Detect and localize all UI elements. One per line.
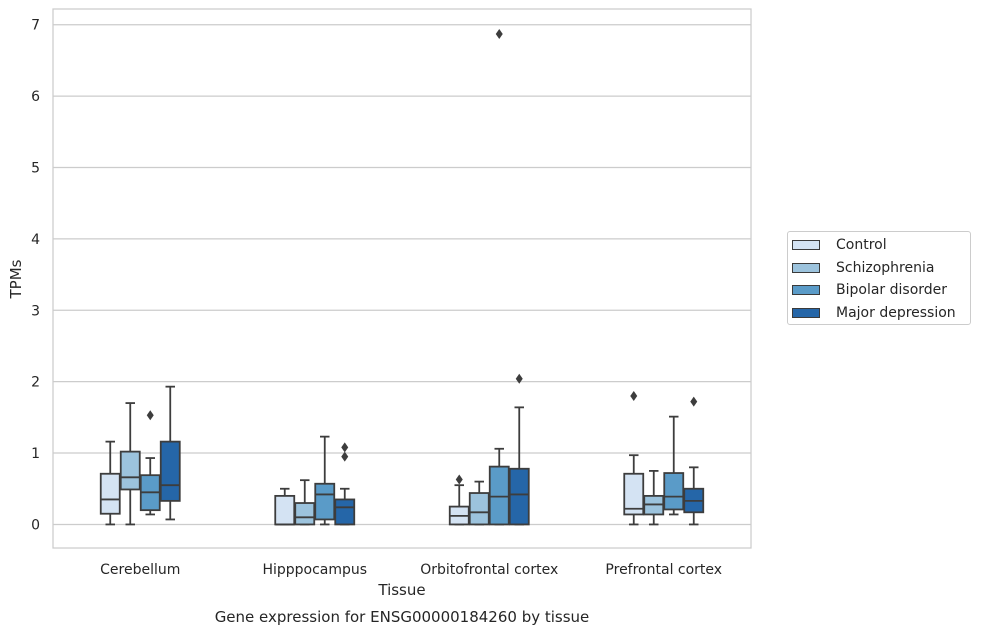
legend-swatch xyxy=(792,307,820,318)
x-tick-label: Cerebellum xyxy=(100,562,180,578)
y-tick-label: 6 xyxy=(31,89,40,105)
legend-swatch xyxy=(792,285,820,295)
box xyxy=(99,472,121,515)
box-group xyxy=(159,385,181,521)
box xyxy=(119,450,141,491)
outlier-point xyxy=(630,390,638,401)
box xyxy=(623,472,645,516)
legend-item: Major depression xyxy=(792,303,956,323)
legend-item: Control xyxy=(792,235,887,255)
legend-label: Major depression xyxy=(836,304,956,321)
outlier-point xyxy=(146,410,154,421)
box xyxy=(663,472,685,511)
y-tick-label: 7 xyxy=(31,18,40,34)
legend-label: Bipolar disorder xyxy=(836,282,948,298)
outlier-point xyxy=(690,396,698,407)
box-group xyxy=(508,373,530,526)
box xyxy=(508,467,530,526)
box-group xyxy=(99,440,121,526)
y-tick-label: 4 xyxy=(31,232,40,248)
box xyxy=(314,482,336,521)
legend-item: Schizophrenia xyxy=(792,258,934,278)
outlier-point xyxy=(341,451,349,462)
y-tick-label: 5 xyxy=(31,160,40,176)
box-group xyxy=(663,415,685,516)
legend-swatch xyxy=(792,262,820,273)
box-group xyxy=(643,469,665,526)
y-tick-label: 1 xyxy=(31,446,40,462)
x-tick-label: Hipppocampus xyxy=(262,562,367,578)
box xyxy=(159,440,181,502)
y-tick-label: 0 xyxy=(31,517,40,533)
x-axis-label: Tissue xyxy=(377,581,425,599)
box-group xyxy=(448,474,470,526)
box-group xyxy=(294,479,316,526)
y-axis-label: TPMs xyxy=(7,259,25,299)
legend-label: Control xyxy=(836,237,887,253)
box-group xyxy=(683,396,705,526)
box-group xyxy=(119,402,141,526)
chart-title: Gene expression for ENSG00000184260 by t… xyxy=(215,608,590,626)
outlier-point xyxy=(495,28,503,39)
box-group xyxy=(468,480,490,526)
y-tick-label: 2 xyxy=(31,375,40,391)
box-group xyxy=(334,442,356,526)
y-tick-label: 3 xyxy=(31,303,40,319)
box-group xyxy=(139,410,161,516)
box-group xyxy=(274,487,296,526)
x-tick-labels: Cerebellum Hipppocampus Orbitofrontal cort… xyxy=(100,562,722,578)
outlier-point xyxy=(515,373,523,384)
plot-frame xyxy=(52,8,752,549)
x-tick-label: Orbitofrontal cortex xyxy=(420,562,558,578)
box xyxy=(488,465,510,526)
box-group xyxy=(623,390,645,526)
legend-label: Schizophrenia xyxy=(836,259,935,276)
outlier-point xyxy=(455,474,463,485)
box xyxy=(468,492,490,526)
legend-swatch xyxy=(792,240,820,250)
box-group xyxy=(488,28,510,526)
plot-area xyxy=(53,9,751,548)
legend-item: Bipolar disorder xyxy=(792,280,947,300)
y-tick-labels: 0 1 2 3 4 5 6 7 xyxy=(31,18,40,534)
box-group xyxy=(314,435,336,526)
box xyxy=(294,502,316,526)
boxes xyxy=(99,28,705,526)
outlier-point xyxy=(341,442,349,453)
box xyxy=(334,498,356,526)
box xyxy=(274,494,296,526)
legend: Control Schizophrenia Bipolar disorder Majo… xyxy=(787,231,971,325)
x-tick-label: Prefrontal cortex xyxy=(605,562,722,578)
